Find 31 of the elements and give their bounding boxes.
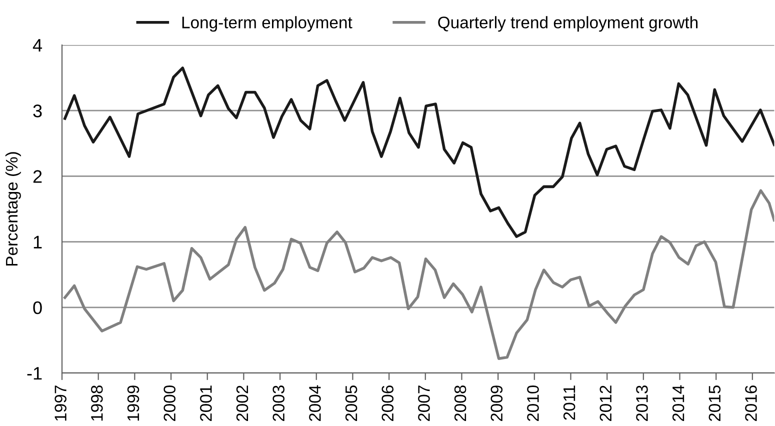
x-tick-label: 2007: [418, 386, 430, 422]
y-tick-label: 3: [33, 104, 42, 118]
line-series: [64, 189, 774, 360]
x-tick-label: 2004: [309, 385, 321, 422]
x-tick-label: 1997: [54, 386, 66, 421]
x-tick-label: 2002: [236, 386, 248, 422]
legend-label: Quarterly trend employment growth: [438, 16, 698, 32]
x-tick-label: 2005: [345, 386, 358, 422]
x-tick-label: 2003: [272, 386, 284, 422]
x-tick-label: 2011: [563, 386, 576, 420]
y-axis-title: Percentage (%): [5, 152, 21, 266]
x-tick-label: 2015: [708, 386, 721, 422]
x-tick-label: 2000: [164, 385, 176, 422]
y-tick-label: 2: [33, 170, 42, 183]
y-tick-label: 0: [33, 301, 42, 314]
line-series: [64, 66, 774, 238]
x-tick-label: 2009: [490, 386, 503, 422]
x-tick-label: 2012: [600, 386, 612, 422]
x-tick-label: 1998: [91, 386, 103, 421]
x-tick-label: 2008: [454, 386, 466, 422]
x-tick-label: 2001: [200, 386, 212, 422]
y-tick-label: -1: [27, 367, 42, 380]
x-tick-label: 2010: [527, 385, 539, 422]
x-tick-label: 2006: [382, 386, 394, 422]
x-tick-label: 2016: [745, 386, 757, 422]
y-tick-label: 4: [32, 39, 42, 52]
x-tick-label: 2013: [636, 386, 648, 422]
x-tick-label: 1999: [127, 386, 140, 421]
legend-label: Long-term employment: [182, 16, 352, 32]
x-tick-label: 2014: [672, 385, 684, 422]
y-tick-label: 1: [34, 236, 42, 248]
